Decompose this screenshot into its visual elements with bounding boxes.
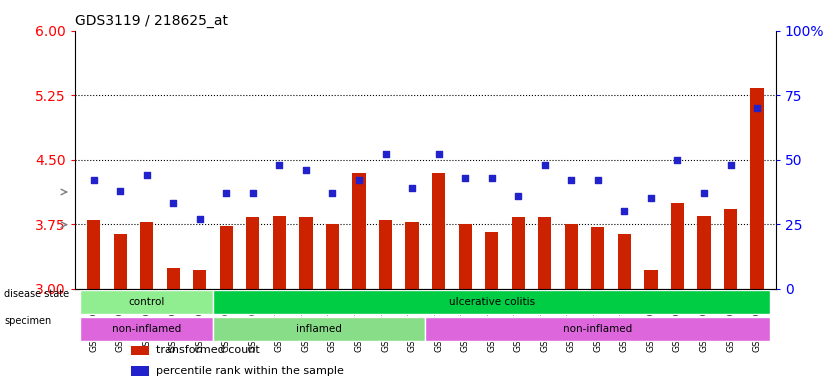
Bar bbox=[697, 215, 711, 288]
Bar bbox=[167, 268, 180, 288]
Bar bbox=[432, 172, 445, 288]
Bar bbox=[140, 222, 153, 288]
Point bbox=[644, 195, 657, 201]
Bar bbox=[511, 217, 525, 288]
Point bbox=[591, 177, 605, 183]
Bar bbox=[273, 215, 286, 288]
Point bbox=[405, 185, 419, 191]
Point bbox=[485, 175, 499, 181]
Point bbox=[459, 175, 472, 181]
Text: disease state: disease state bbox=[4, 289, 69, 299]
Bar bbox=[113, 234, 127, 288]
Bar bbox=[751, 88, 764, 288]
Bar bbox=[591, 227, 605, 288]
Bar bbox=[87, 220, 100, 288]
Point bbox=[193, 216, 207, 222]
Point bbox=[511, 193, 525, 199]
Point bbox=[565, 177, 578, 183]
Bar bbox=[246, 217, 259, 288]
Point bbox=[697, 190, 711, 196]
Bar bbox=[618, 233, 631, 288]
Bar bbox=[379, 220, 392, 288]
Point bbox=[246, 190, 259, 196]
Text: GDS3119 / 218625_at: GDS3119 / 218625_at bbox=[75, 14, 228, 28]
Point bbox=[273, 162, 286, 168]
Bar bbox=[485, 232, 498, 288]
FancyBboxPatch shape bbox=[80, 290, 213, 314]
Bar bbox=[131, 346, 148, 355]
FancyBboxPatch shape bbox=[213, 317, 425, 341]
Text: non-inflamed: non-inflamed bbox=[112, 324, 181, 334]
Point bbox=[167, 200, 180, 207]
Point bbox=[140, 172, 153, 178]
Point bbox=[326, 190, 339, 196]
Point bbox=[724, 162, 737, 168]
Bar bbox=[193, 270, 206, 288]
Text: transformed count: transformed count bbox=[156, 345, 259, 355]
Point bbox=[219, 190, 233, 196]
Bar bbox=[326, 224, 339, 288]
FancyBboxPatch shape bbox=[213, 290, 771, 314]
Bar bbox=[352, 172, 365, 288]
Point bbox=[671, 157, 684, 163]
Text: percentile rank within the sample: percentile rank within the sample bbox=[156, 366, 344, 376]
Point bbox=[87, 177, 100, 183]
Bar bbox=[219, 226, 233, 288]
Point bbox=[538, 162, 551, 168]
Point bbox=[618, 208, 631, 214]
Bar bbox=[644, 270, 657, 288]
Bar bbox=[299, 217, 313, 288]
Point bbox=[379, 151, 392, 157]
Bar bbox=[565, 224, 578, 288]
Text: inflamed: inflamed bbox=[296, 324, 342, 334]
Bar bbox=[538, 217, 551, 288]
Bar bbox=[405, 222, 419, 288]
FancyBboxPatch shape bbox=[80, 317, 213, 341]
Point bbox=[352, 177, 365, 183]
Text: control: control bbox=[128, 297, 165, 307]
Text: ulcerative colitis: ulcerative colitis bbox=[449, 297, 535, 307]
Bar bbox=[131, 366, 148, 376]
Point bbox=[432, 151, 445, 157]
Point bbox=[113, 187, 127, 194]
Point bbox=[751, 105, 764, 111]
Bar bbox=[671, 203, 684, 288]
FancyBboxPatch shape bbox=[425, 317, 771, 341]
Bar bbox=[459, 224, 472, 288]
Point bbox=[299, 167, 313, 173]
Text: specimen: specimen bbox=[4, 316, 52, 326]
Text: non-inflamed: non-inflamed bbox=[563, 324, 632, 334]
Bar bbox=[724, 210, 737, 288]
